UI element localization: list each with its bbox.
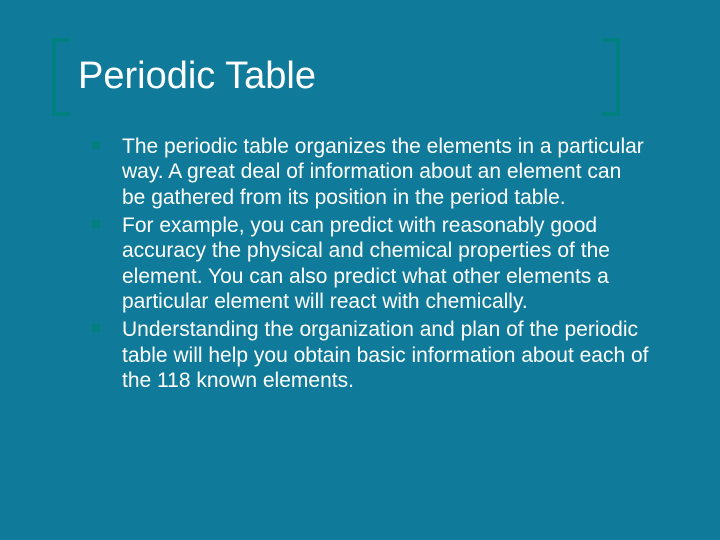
list-item: The periodic table organizes the element…	[88, 134, 650, 211]
list-item: Understanding the organization and plan …	[88, 317, 650, 394]
slide-title: Periodic Table	[70, 50, 660, 104]
slide: Periodic Table The periodic table organi…	[0, 0, 720, 540]
bullet-list: The periodic table organizes the element…	[88, 134, 650, 394]
bracket-right-icon	[602, 38, 620, 116]
bracket-left-icon	[52, 38, 70, 116]
title-container: Periodic Table	[70, 50, 660, 104]
list-item: For example, you can predict with reason…	[88, 213, 650, 315]
